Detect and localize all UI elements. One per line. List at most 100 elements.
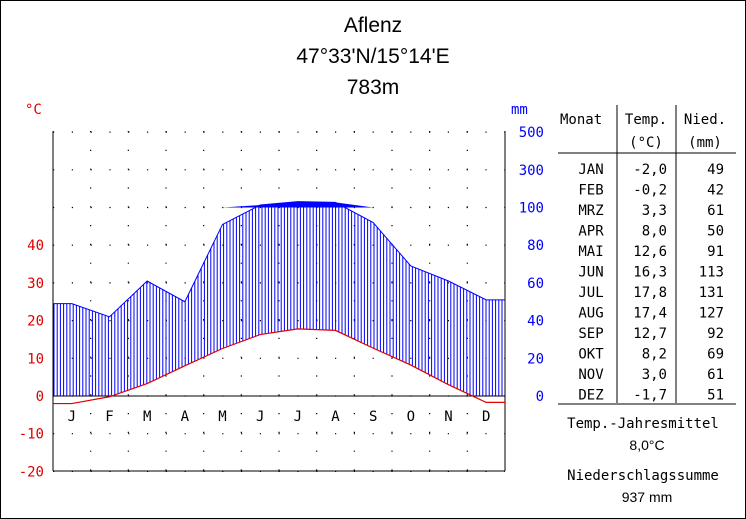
table-cell-month: JAN	[578, 162, 603, 178]
table-cell-temp: -2,0	[633, 162, 667, 178]
table-cell-precip: 113	[699, 265, 724, 281]
table-cell-month: FEB	[578, 183, 603, 199]
axes	[52, 131, 506, 472]
humid-hatching	[53, 201, 505, 396]
temp-tick-label: -20	[19, 464, 44, 480]
month-label: J	[256, 409, 264, 425]
series-lines	[53, 201, 505, 405]
table-cell-precip: 91	[707, 244, 724, 260]
table-cell-temp: 12,6	[633, 244, 667, 260]
table-cell-temp: -0,2	[633, 183, 667, 199]
table-cell-month: JUN	[578, 265, 603, 281]
table-row: DEZ -1,7 51	[578, 388, 724, 404]
month-label: A	[331, 409, 340, 425]
table-cell-precip: 69	[707, 347, 724, 363]
month-label: J	[294, 409, 302, 425]
precip-tick-label: 500	[519, 125, 544, 141]
month-label: F	[105, 409, 113, 425]
table-row: APR 8,0 50	[578, 224, 724, 240]
chart-coordinates: 47°33'N/15°14'E	[296, 45, 449, 68]
table-cell-precip: 51	[707, 388, 724, 404]
table-cell-temp: 17,8	[633, 285, 667, 301]
table-header-precip: Nied.	[684, 112, 726, 128]
table-cell-month: JUL	[578, 285, 603, 301]
month-label: M	[218, 409, 226, 425]
table-header-temp: Temp.	[625, 112, 667, 128]
table-row: AUG 17,4 127	[578, 306, 724, 322]
table-cell-temp: 8,0	[642, 224, 667, 240]
table-row: MRZ 3,3 61	[578, 203, 724, 219]
table-cell-month: MAI	[578, 244, 603, 260]
table-cell-month: MRZ	[578, 203, 603, 219]
table-cell-precip: 127	[699, 306, 724, 322]
table-row: MAI 12,6 91	[578, 244, 724, 260]
table-cell-temp: 12,7	[633, 326, 667, 342]
table-cell-temp: -1,7	[633, 388, 667, 404]
table-row: JUN 16,3 113	[578, 265, 724, 281]
table-cell-precip: 92	[707, 326, 724, 342]
table-cell-precip: 61	[707, 203, 724, 219]
table-cell-month: AUG	[578, 306, 603, 322]
table-cell-temp: 16,3	[633, 265, 667, 281]
table-subheader-temp: (°C)	[629, 135, 663, 151]
month-label: N	[444, 409, 452, 425]
temp-tick-label: 40	[27, 238, 44, 254]
temp-tick-label: 20	[27, 314, 44, 330]
table-cell-month: NOV	[578, 367, 604, 383]
table-cell-temp: 3,0	[642, 367, 667, 383]
table-cell-precip: 50	[707, 224, 724, 240]
table-row: JAN -2,0 49	[578, 162, 724, 178]
month-label: D	[482, 409, 490, 425]
month-label: A	[181, 409, 190, 425]
precip-tick-label: 0	[536, 389, 544, 405]
table-cell-temp: 8,2	[642, 347, 667, 363]
chart-elevation: 783m	[347, 76, 400, 99]
table-cell-precip: 42	[707, 183, 724, 199]
table-row: OKT 8,2 69	[578, 347, 724, 363]
table-row: JUL 17,8 131	[578, 285, 724, 301]
table-row: SEP 12,7 92	[578, 326, 724, 342]
precip-tick-label: 60	[527, 276, 544, 292]
temperature-line	[53, 328, 505, 405]
table-row: FEB -0,2 42	[578, 183, 724, 199]
table-subheader-precip: (mm)	[688, 135, 722, 151]
table-cell-temp: 3,3	[642, 203, 667, 219]
month-label: O	[407, 409, 415, 425]
table-header-month: Monat	[560, 112, 602, 128]
temp-tick-label: 30	[27, 276, 44, 292]
table-cell-temp: 17,4	[633, 306, 667, 322]
summary-precip-value: 937 mm	[622, 489, 673, 505]
table-cell-precip: 49	[707, 162, 724, 178]
precipitation-line	[53, 201, 505, 318]
table-cell-month: SEP	[578, 326, 603, 342]
temp-tick-label: -10	[19, 427, 44, 443]
table-cell-month: DEZ	[578, 388, 603, 404]
summary-temp-label: Temp.-Jahresmittel	[567, 416, 719, 432]
summary-temp-value: 8,0°C	[629, 437, 664, 453]
perhumid-fill	[53, 201, 505, 208]
temp-axis-unit: °C	[25, 102, 42, 118]
table-cell-precip: 131	[699, 285, 724, 301]
month-label: M	[143, 409, 151, 425]
month-label: J	[68, 409, 76, 425]
temp-tick-label: 10	[27, 351, 44, 367]
precip-tick-label: 300	[519, 163, 544, 179]
precip-tick-label: 80	[527, 238, 544, 254]
table-cell-month: OKT	[578, 347, 604, 363]
month-label: S	[369, 409, 377, 425]
precip-tick-label: 40	[527, 314, 544, 330]
precip-tick-label: 100	[519, 201, 544, 217]
temp-tick-label: 0	[36, 389, 44, 405]
tick-labels: -20 -10 0 10 20 30 40 0 20 40 60 80 100 300 500 J F M A M J J…	[19, 125, 544, 480]
table-cell-month: APR	[578, 224, 604, 240]
precip-axis-unit: mm	[511, 102, 528, 118]
climate-table: Monat Temp. Nied. (°C) (mm) JAN -2,0 49 FEB…	[558, 105, 736, 505]
grid	[53, 131, 505, 472]
summary-precip-label: Niederschlagssumme	[567, 468, 719, 484]
precip-tick-label: 20	[527, 351, 544, 367]
chart-title: Aflenz	[344, 14, 402, 37]
table-row: NOV 3,0 61	[578, 367, 724, 383]
table-cell-precip: 61	[707, 367, 724, 383]
